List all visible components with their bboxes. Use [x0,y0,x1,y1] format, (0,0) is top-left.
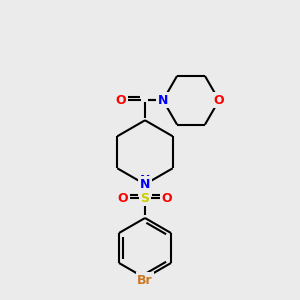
Text: N: N [140,178,150,191]
Text: O: O [214,94,224,107]
Text: N: N [140,173,150,187]
Text: Br: Br [137,274,153,286]
Text: N: N [158,94,168,107]
Text: O: O [116,94,126,107]
Text: S: S [140,191,149,205]
Text: O: O [162,191,172,205]
Text: N: N [158,94,168,107]
Text: O: O [118,191,128,205]
